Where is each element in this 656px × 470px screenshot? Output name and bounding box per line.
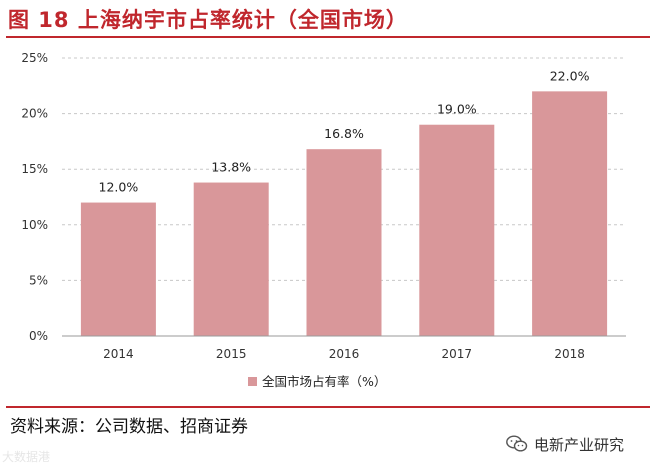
y-tick-label: 25%: [21, 51, 48, 65]
bar-2015: [193, 182, 269, 336]
bars: [80, 91, 608, 336]
bar-2016: [306, 149, 382, 336]
y-tick-label: 10%: [21, 218, 48, 232]
data-label-2017: 19.0%: [437, 102, 477, 117]
y-tick-label: 20%: [21, 107, 48, 121]
legend: 全国市场占有率（%）: [248, 374, 386, 389]
wechat-account: 电新产业研究: [506, 434, 624, 454]
legend-swatch: [248, 377, 257, 386]
bar-2014: [80, 202, 156, 336]
x-tick-label: 2014: [103, 347, 134, 361]
source-rule: [6, 406, 650, 408]
bar-2017: [419, 124, 495, 336]
y-tick-label: 0%: [29, 329, 48, 343]
bar-chart: 0% 5% 10% 15% 20% 25% 12.0% 13.8% 16.8% 19.0% 22.…: [21, 51, 626, 389]
title-rule: [6, 36, 650, 38]
bar-2018: [532, 91, 608, 336]
data-labels: 12.0% 13.8% 16.8% 19.0% 22.0%: [99, 68, 590, 194]
y-tick-label: 15%: [21, 162, 48, 176]
data-label-2016: 16.8%: [324, 126, 364, 141]
x-tick-label: 2016: [329, 347, 360, 361]
y-tick-label: 5%: [29, 273, 48, 287]
wechat-account-name: 电新产业研究: [534, 435, 625, 454]
x-tick-label: 2015: [216, 347, 247, 361]
data-label-2018: 22.0%: [550, 68, 590, 83]
wechat-icon: [506, 435, 528, 452]
figure-title: 图 18 上海纳宇市占率统计（全国市场）: [8, 8, 408, 32]
x-tick-label: 2017: [442, 347, 473, 361]
x-tick-label: 2018: [554, 347, 585, 361]
source-note: 资料来源：公司数据、招商证券: [10, 417, 248, 437]
y-axis-ticks: 0% 5% 10% 15% 20% 25%: [21, 51, 48, 343]
legend-label: 全国市场占有率（%）: [262, 374, 386, 389]
x-axis-ticks: 2014 2015 2016 2017 2018: [103, 347, 585, 361]
data-label-2014: 12.0%: [99, 180, 139, 195]
data-label-2015: 13.8%: [211, 160, 251, 175]
watermark: 大数据港: [2, 450, 51, 464]
